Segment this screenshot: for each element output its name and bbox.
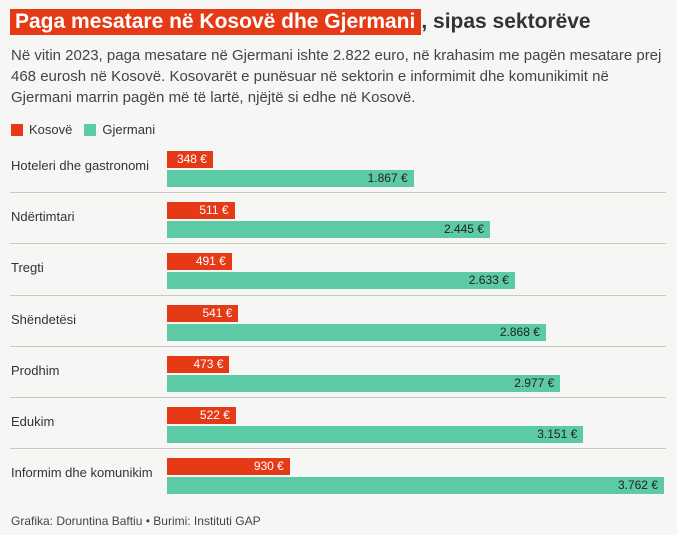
category-label: Informim dhe komunikim xyxy=(11,465,153,481)
footer-credit: Grafika: Doruntina Baftiu • Burimi: Inst… xyxy=(11,514,261,528)
bar-value-label: 491 € xyxy=(195,254,226,269)
bar-value-label: 511 € xyxy=(199,203,229,218)
row-separator xyxy=(10,243,666,245)
chart-title-rest: , sipas sektorëve xyxy=(421,10,591,33)
category-label: Shëndetësi xyxy=(11,311,77,327)
category-label: Prodhim xyxy=(11,362,60,378)
bar-value-label: 1.867 € xyxy=(367,171,408,185)
legend: Kosovë Gjermani xyxy=(11,122,167,137)
bar-kosove: 491 € xyxy=(167,253,232,271)
bar-value-label: 3.151 € xyxy=(537,427,578,441)
bar-kosove: 522 € xyxy=(167,407,236,424)
bar-gjermani: 2.633 € xyxy=(167,272,515,290)
legend-swatch-gjermani xyxy=(84,123,97,136)
legend-label-gjermani: Gjermani xyxy=(102,122,156,137)
category-label: Hoteleri dhe gastronomi xyxy=(11,158,150,173)
row-separator xyxy=(10,192,666,194)
bar-value-label: 2.633 € xyxy=(468,273,509,288)
bar-value-label: 541 € xyxy=(202,305,233,320)
category-label: Edukim xyxy=(11,414,55,429)
chart-title-highlight: Paga mesatare në Kosovë dhe Gjermani xyxy=(10,9,422,35)
bar-value-label: 3.762 € xyxy=(617,478,658,493)
chart-title: Paga mesatare në Kosovë dhe Gjermani, si… xyxy=(10,9,591,35)
bar-value-label: 348 € xyxy=(176,152,207,166)
chart-subtitle: Në vitin 2023, paga mesatare në Gjermani… xyxy=(11,47,662,106)
bar-gjermani: 3.151 € xyxy=(167,426,584,443)
bar-kosove: 473 € xyxy=(167,355,230,373)
legend-swatch-kosove xyxy=(11,123,23,136)
row-separator xyxy=(10,294,666,296)
bar-value-label: 930 € xyxy=(253,459,284,474)
bar-value-label: 473 € xyxy=(193,356,224,371)
legend-label-kosove: Kosovë xyxy=(29,122,73,137)
legend-item-gjermani: Gjermani xyxy=(84,122,155,137)
category-label: Tregti xyxy=(11,260,44,276)
bar-gjermani: 2.445 € xyxy=(167,221,490,239)
category-label: Ndërtimtari xyxy=(11,209,75,225)
row-separator xyxy=(10,397,666,398)
bar-gjermani: 3.762 € xyxy=(167,477,664,495)
bar-kosove: 348 € xyxy=(167,151,213,168)
bar-value-label: 2.445 € xyxy=(443,222,484,237)
bar-kosove: 930 € xyxy=(167,458,290,476)
bar-value-label: 522 € xyxy=(199,408,230,422)
bar-kosove: 511 € xyxy=(167,202,235,220)
bar-gjermani: 2.868 € xyxy=(167,323,546,341)
row-separator xyxy=(10,448,666,450)
bar-value-label: 2.868 € xyxy=(499,324,540,339)
row-separator xyxy=(10,345,666,347)
bar-kosove: 541 € xyxy=(167,304,239,322)
bar-value-label: 2.977 € xyxy=(514,375,555,390)
legend-item-kosove: Kosovë xyxy=(11,122,72,137)
bar-chart: Hoteleri dhe gastronomi 348 € 1.867 € Ndërt… xyxy=(0,145,677,503)
bar-gjermani: 1.867 € xyxy=(167,170,414,187)
bar-gjermani: 2.977 € xyxy=(167,374,561,392)
